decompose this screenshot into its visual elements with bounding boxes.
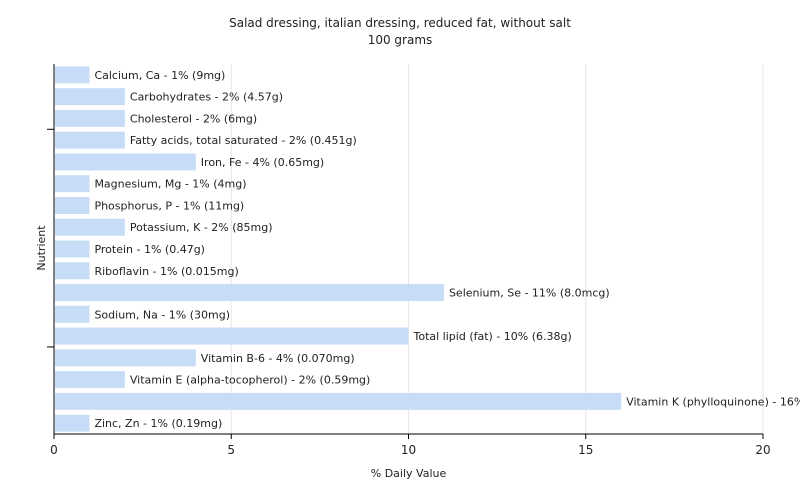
bar-label: Iron, Fe - 4% (0.65mg) bbox=[201, 156, 324, 169]
bar-label: Calcium, Ca - 1% (9mg) bbox=[94, 69, 225, 82]
bar bbox=[55, 196, 90, 214]
bar-label: Fatty acids, total saturated - 2% (0.451… bbox=[130, 134, 357, 147]
bar bbox=[55, 109, 125, 127]
bar bbox=[55, 284, 444, 302]
bar-label: Vitamin E (alpha-tocopherol) - 2% (0.59m… bbox=[130, 374, 370, 387]
bar-label: Magnesium, Mg - 1% (4mg) bbox=[94, 178, 246, 191]
bar-label: Protein - 1% (0.47g) bbox=[94, 243, 205, 256]
bar bbox=[55, 153, 196, 171]
chart-subtitle: 100 grams bbox=[368, 33, 433, 47]
bar bbox=[55, 66, 90, 84]
bar bbox=[55, 88, 125, 106]
bar-label: Vitamin B-6 - 4% (0.070mg) bbox=[201, 352, 355, 365]
bar-label: Vitamin K (phylloquinone) - 16% (12.5mcg… bbox=[626, 395, 800, 408]
bar-label: Zinc, Zn - 1% (0.19mg) bbox=[94, 417, 222, 430]
chart-title: Salad dressing, italian dressing, reduce… bbox=[229, 16, 571, 30]
bar bbox=[55, 327, 409, 345]
x-tick-labels: 0 5 10 15 20 bbox=[50, 443, 770, 457]
bar bbox=[55, 262, 90, 280]
bar bbox=[55, 175, 90, 193]
bar bbox=[55, 218, 125, 236]
bar-label: Potassium, K - 2% (85mg) bbox=[130, 221, 273, 234]
bar bbox=[55, 414, 90, 432]
bar-label: Cholesterol - 2% (6mg) bbox=[130, 112, 257, 125]
x-tick-label: 0 bbox=[50, 443, 58, 457]
bar bbox=[55, 371, 125, 389]
bar-labels: Calcium, Ca - 1% (9mg) Carbohydrates - 2%… bbox=[94, 69, 800, 430]
bar-label: Selenium, Se - 11% (8.0mcg) bbox=[449, 287, 610, 300]
x-tick-label: 15 bbox=[578, 443, 593, 457]
bar-label: Total lipid (fat) - 10% (6.38g) bbox=[413, 330, 572, 343]
x-axis-label: % Daily Value bbox=[371, 467, 447, 480]
bar-label: Carbohydrates - 2% (4.57g) bbox=[130, 91, 283, 104]
bar bbox=[55, 240, 90, 258]
x-tick-label: 5 bbox=[227, 443, 235, 457]
gridlines bbox=[230, 64, 764, 434]
y-axis-label: Nutrient bbox=[35, 225, 48, 271]
bar bbox=[55, 131, 125, 149]
bars bbox=[55, 66, 622, 432]
bar-label: Riboflavin - 1% (0.015mg) bbox=[94, 265, 238, 278]
bar-label: Sodium, Na - 1% (30mg) bbox=[94, 308, 230, 321]
bar-label: Phosphorus, P - 1% (11mg) bbox=[94, 199, 244, 212]
x-tick-label: 10 bbox=[401, 443, 416, 457]
bar bbox=[55, 305, 90, 323]
bar bbox=[55, 349, 196, 367]
bar bbox=[55, 392, 622, 410]
axes bbox=[47, 64, 764, 439]
x-tick-label: 20 bbox=[755, 443, 770, 457]
